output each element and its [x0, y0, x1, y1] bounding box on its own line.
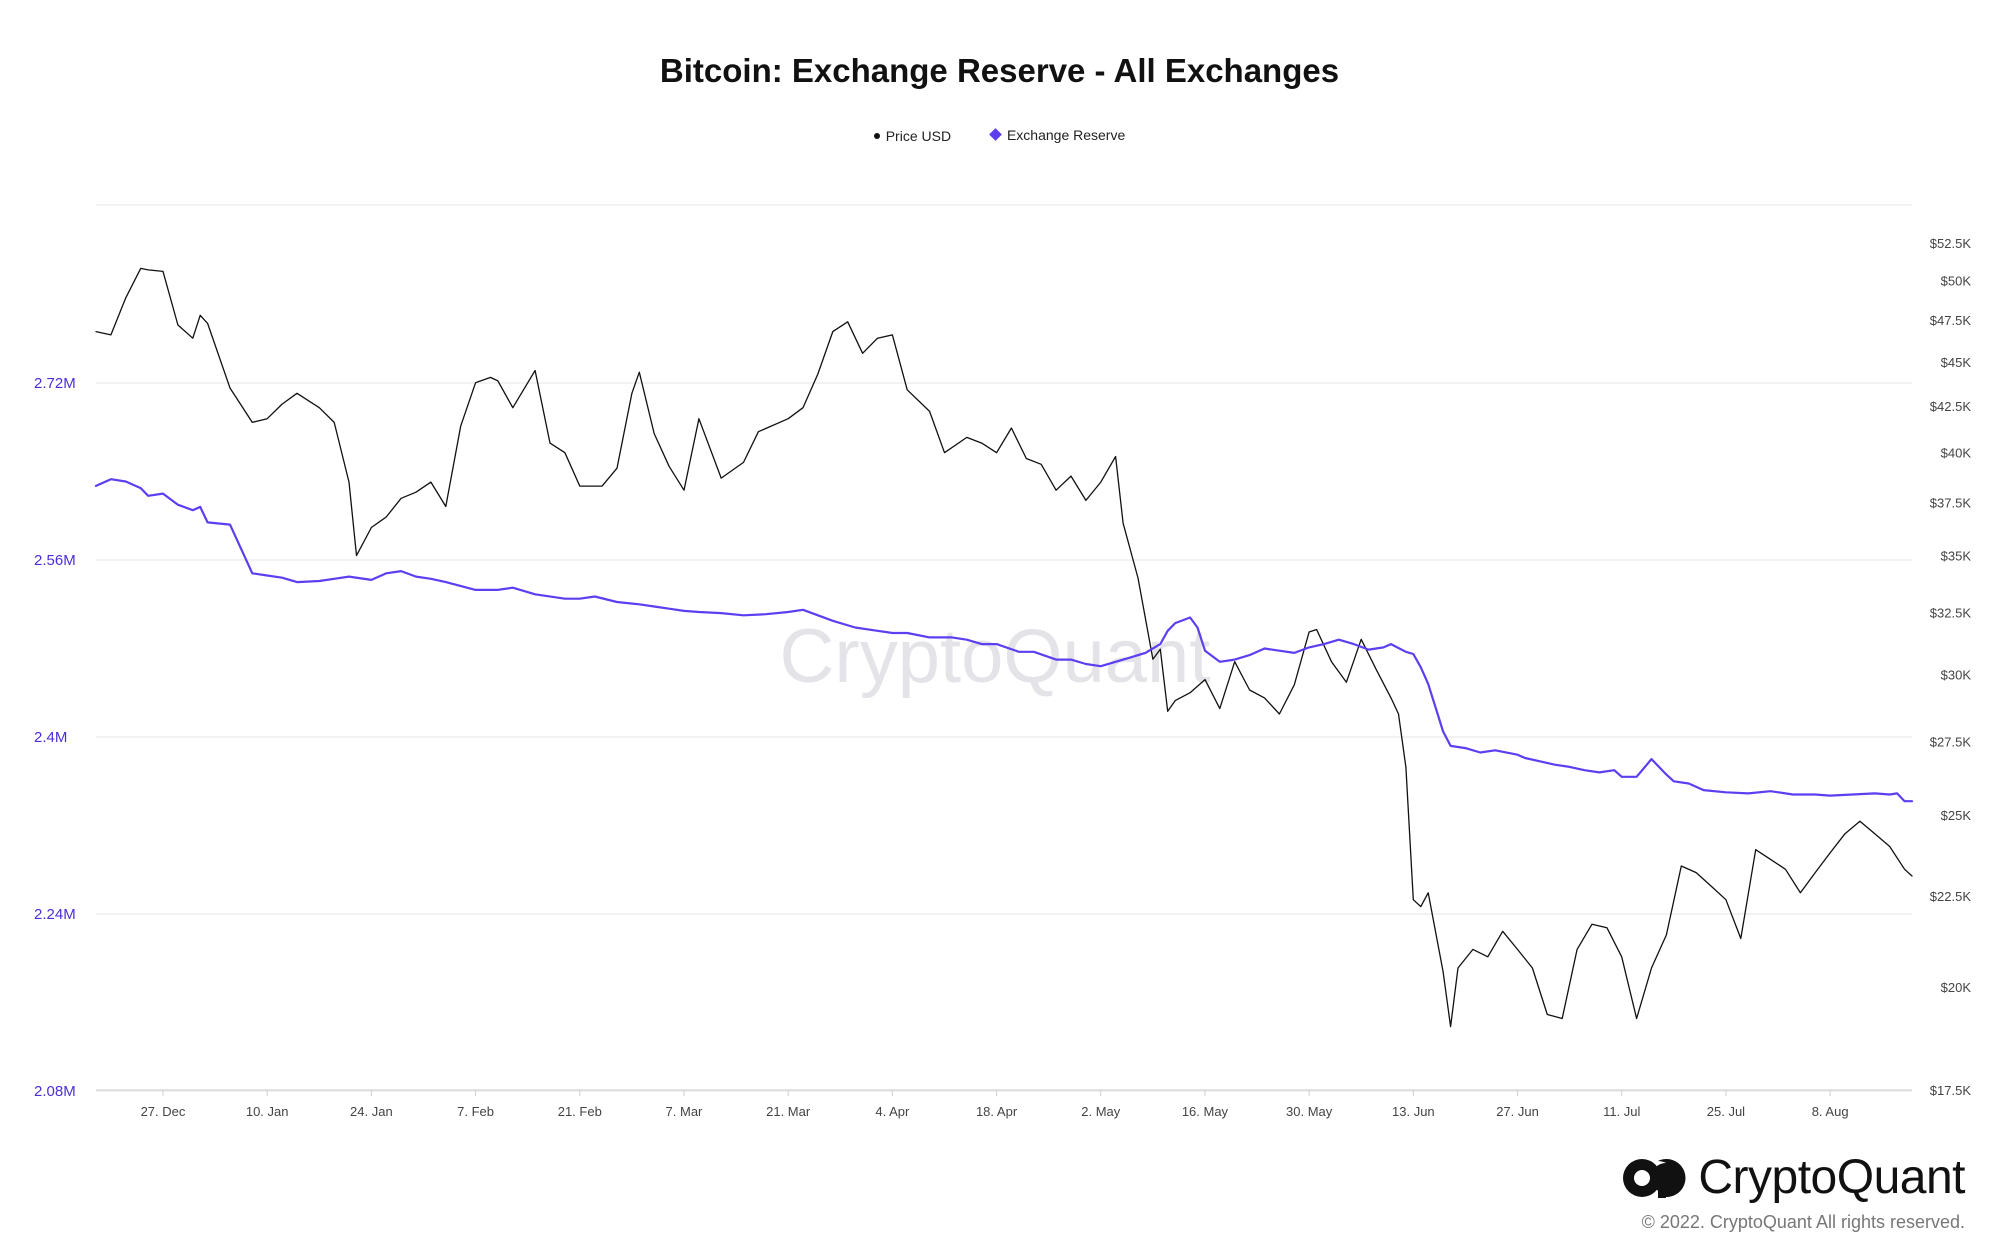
right-axis-tick-label: $40K — [1941, 446, 1972, 461]
x-axis-tick-label: 24. Jan — [350, 1104, 393, 1119]
x-axis-tick-label: 7. Feb — [457, 1104, 494, 1119]
legend-item-exchange-reserve[interactable]: Exchange Reserve — [989, 126, 1126, 143]
right-axis: $17.5K $20K $22.5K $25K $27.5K $30K $32.5K $35K… — [1930, 236, 1972, 1098]
x-axis-tick-label: 27. Jun — [1496, 1104, 1539, 1119]
left-axis-tick-label: 2.08M — [34, 1083, 76, 1100]
brand-logo[interactable]: CryptoQuant — [1620, 1150, 1965, 1205]
right-axis-tick-label: $45K — [1941, 355, 1972, 370]
cryptoquant-logo-icon — [1623, 1158, 1686, 1198]
grid-lines — [96, 204, 1912, 1092]
chart-legend: Price USD Exchange Reserve — [0, 126, 1999, 144]
right-axis-tick-label: $30K — [1941, 667, 1972, 682]
left-axis-tick-label: 2.4M — [34, 729, 67, 746]
right-axis-tick-label: $22.5K — [1930, 889, 1972, 904]
x-axis-tick-label: 21. Mar — [766, 1104, 811, 1119]
series-line-price-usd — [95, 267, 1913, 1028]
x-axis-tick-label: 13. Jun — [1392, 1104, 1435, 1119]
legend-label-price-usd: Price USD — [885, 128, 952, 144]
x-axis-tick-label: 27. Dec — [141, 1104, 186, 1119]
left-axis: 2.08M 2.24M 2.4M 2.56M 2.72M — [34, 375, 76, 1100]
right-axis-tick-label: $37.5K — [1930, 495, 1972, 510]
x-axis-tick-label: 4. Apr — [875, 1104, 910, 1119]
right-axis-tick-label: $32.5K — [1930, 606, 1972, 621]
right-axis-tick-label: $52.5K — [1930, 236, 1972, 251]
left-axis-tick-label: 2.56M — [34, 552, 76, 569]
x-axis-tick-label: 2. May — [1081, 1104, 1121, 1119]
series-layer — [94, 267, 1914, 1028]
chart-title: Bitcoin: Exchange Reserve - All Exchange… — [659, 52, 1340, 89]
x-axis-tick-label: 30. May — [1286, 1104, 1333, 1119]
left-axis-tick-label: 2.24M — [34, 906, 76, 923]
left-axis-tick-label: 2.72M — [34, 375, 76, 392]
right-axis-tick-label: $42.5K — [1930, 399, 1972, 414]
x-axis-tick-label: 11. Jul — [1603, 1104, 1640, 1119]
right-axis-tick-label: $50K — [1941, 274, 1972, 289]
watermark-text: CryptoQuant — [780, 614, 1211, 699]
x-axis-tick-label: 18. Apr — [976, 1104, 1018, 1119]
right-axis-tick-label: $47.5K — [1930, 313, 1972, 328]
right-axis-tick-label: $25K — [1941, 808, 1972, 823]
right-axis-tick-label: $27.5K — [1930, 735, 1972, 750]
legend-label-exchange-reserve: Exchange Reserve — [1006, 126, 1126, 143]
copyright-text: © 2022. CryptoQuant All rights reserved. — [1641, 1212, 1965, 1232]
x-axis-tick-label: 21. Feb — [558, 1104, 602, 1119]
dot-icon — [873, 133, 880, 139]
x-axis-tick-label: 7. Mar — [666, 1104, 704, 1119]
right-axis-tick-label: $17.5K — [1930, 1083, 1972, 1098]
brand-name: CryptoQuant — [1698, 1151, 1965, 1204]
x-axis-tick-label: 8. Aug — [1812, 1104, 1849, 1119]
x-axis-tick-label: 25. Jul — [1707, 1104, 1745, 1119]
x-axis: 27. Dec 10. Jan 24. Jan 7. Feb 21. Feb 7. Mar… — [141, 1090, 1849, 1119]
legend-item-price-usd[interactable]: Price USD — [873, 128, 952, 144]
x-axis-tick-label: 10. Jan — [246, 1104, 289, 1119]
x-axis-tick-label: 16. May — [1182, 1104, 1229, 1119]
series-line-exchange-reserve — [94, 478, 1914, 803]
right-axis-tick-label: $20K — [1941, 980, 1972, 995]
right-axis-tick-label: $35K — [1941, 549, 1972, 564]
